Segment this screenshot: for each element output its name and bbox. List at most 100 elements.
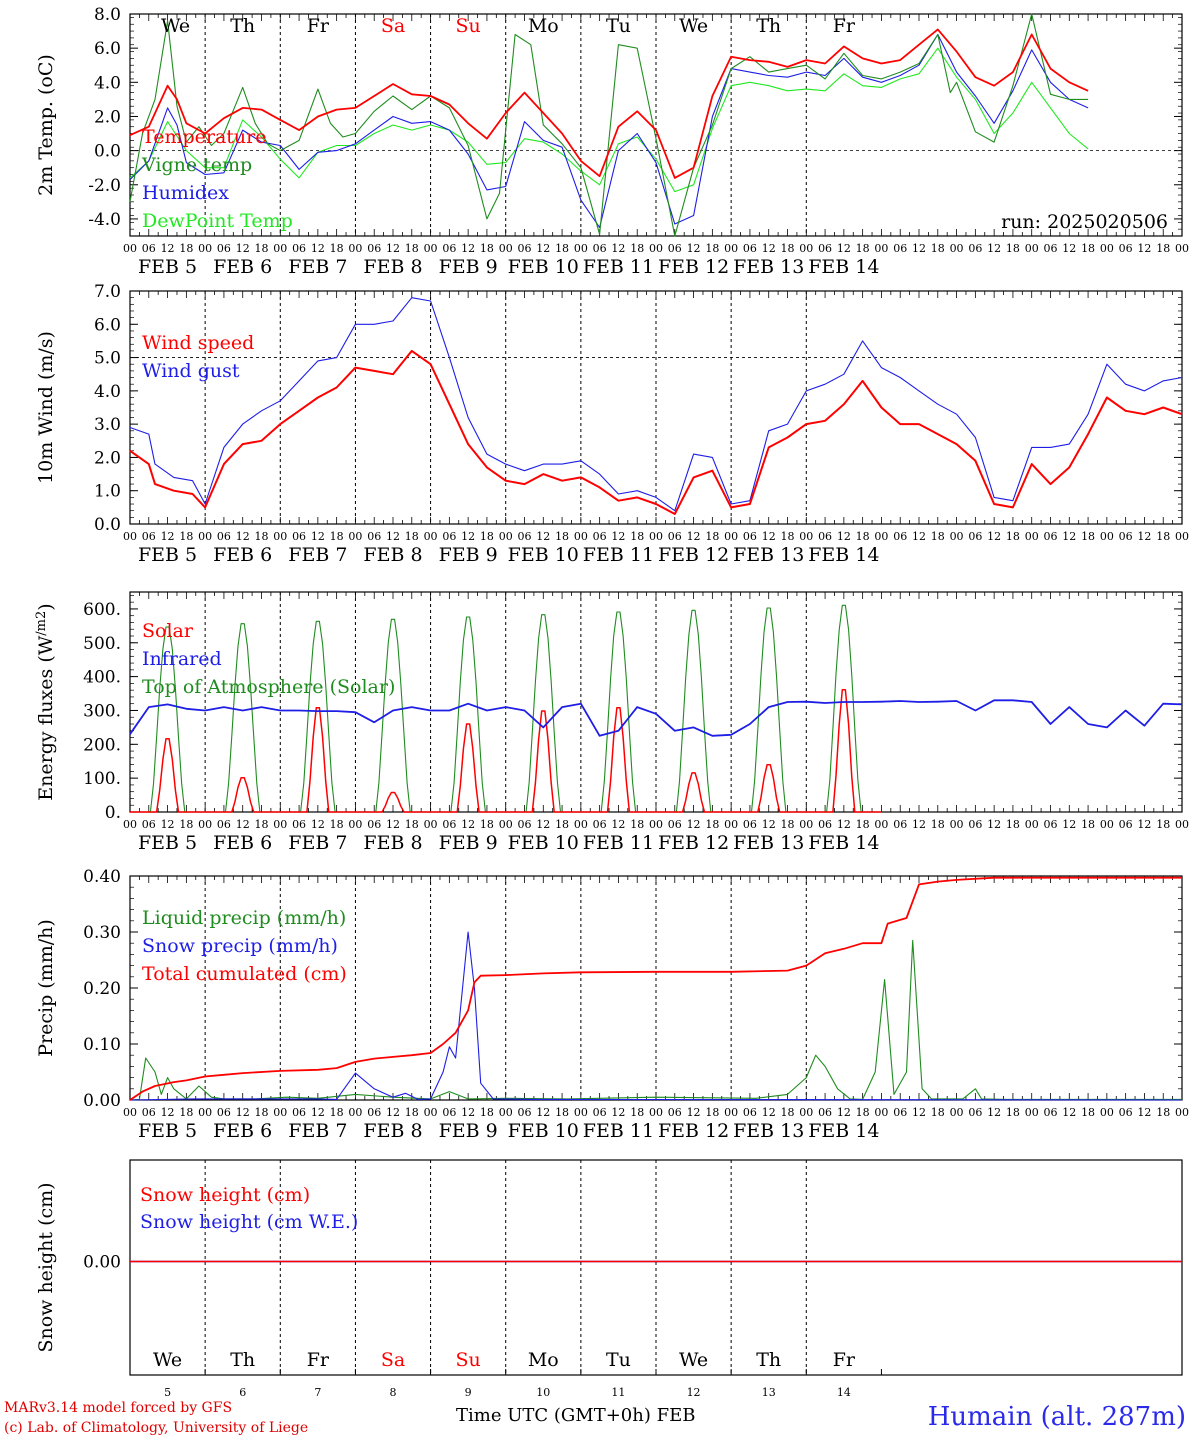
y-axis-label: Snow height (cm) xyxy=(35,1182,57,1352)
x-tick-label: 18 xyxy=(480,1106,494,1119)
x-tick-label: 00 xyxy=(1175,1106,1189,1119)
x-tick-label: 18 xyxy=(1081,818,1095,831)
x-tick-label: 12 xyxy=(386,1106,400,1119)
legend-entry: DewPoint Temp xyxy=(142,210,293,232)
flux-panel: 00 06 12 18 00 06 12 18 00 06 12 18 00 06 12 18 00 06 12 18… xyxy=(34,591,1189,854)
x-tick-label: 06 xyxy=(743,242,757,255)
legend-entry: Total cumulated (cm) xyxy=(142,963,347,985)
x-tick-label: 12 xyxy=(236,530,250,543)
x-date-label: FEB 11 xyxy=(583,256,654,278)
x-tick-label: 06 xyxy=(142,818,156,831)
x-tick-label: 06 xyxy=(1119,530,1133,543)
x-tick-label: 18 xyxy=(705,530,719,543)
y-tick-label: 7.0 xyxy=(94,282,121,302)
x-tick-label: 12 xyxy=(762,818,776,831)
x-date-label: FEB 9 xyxy=(439,832,498,854)
x-tick-label: 18 xyxy=(330,1106,344,1119)
x-tick-label: 06 xyxy=(968,818,982,831)
day-name: Th xyxy=(756,1349,781,1371)
x-tick-label: 06 xyxy=(292,242,306,255)
x-tick-label: 12 xyxy=(461,1106,475,1119)
x-tick-label: 18 xyxy=(555,1106,569,1119)
x-date-label: FEB 13 xyxy=(733,256,804,278)
x-tick-label: 06 xyxy=(818,530,832,543)
x-tick-label: 12 xyxy=(461,530,475,543)
x-date-label: FEB 10 xyxy=(508,256,579,278)
day-number: 8 xyxy=(390,1386,397,1399)
x-tick-label: 18 xyxy=(931,530,945,543)
day-number: 13 xyxy=(762,1386,776,1399)
x-tick-label: 06 xyxy=(893,818,907,831)
day-number: 5 xyxy=(164,1386,171,1399)
y-tick-label: 0.30 xyxy=(83,923,121,943)
y-tick-label: 4.0 xyxy=(94,382,121,402)
x-tick-label: 00 xyxy=(874,530,888,543)
x-tick-label: 18 xyxy=(856,1106,870,1119)
y-tick-label: 4.0 xyxy=(94,73,121,93)
legend-entry: Snow height (cm W.E.) xyxy=(140,1211,358,1233)
x-tick-label: 00 xyxy=(724,530,738,543)
x-tick-label: 06 xyxy=(367,818,381,831)
x-tick-label: 06 xyxy=(367,1106,381,1119)
x-tick-label: 00 xyxy=(1100,530,1114,543)
x-tick-label: 12 xyxy=(161,1106,175,1119)
x-tick-label: 06 xyxy=(217,530,231,543)
x-tick-label: 12 xyxy=(536,1106,550,1119)
x-tick-label: 00 xyxy=(1025,1106,1039,1119)
day-number: 12 xyxy=(687,1386,701,1399)
y-tick-label: -2.0 xyxy=(88,176,121,196)
x-tick-label: 00 xyxy=(1175,242,1189,255)
x-tick-label: 18 xyxy=(330,242,344,255)
x-tick-label: 18 xyxy=(1006,1106,1020,1119)
x-tick-label: 12 xyxy=(762,1106,776,1119)
x-tick-label: 18 xyxy=(630,1106,644,1119)
x-tick-label: 18 xyxy=(405,1106,419,1119)
series-line xyxy=(129,297,1183,512)
x-tick-label: 12 xyxy=(1137,530,1151,543)
x-date-label: FEB 10 xyxy=(508,832,579,854)
y-axis-label: 2m Temp. (oC) xyxy=(35,54,57,196)
x-tick-label: 12 xyxy=(987,530,1001,543)
day-number: 9 xyxy=(465,1386,472,1399)
x-tick-label: 18 xyxy=(480,818,494,831)
x-date-label: FEB 12 xyxy=(658,256,729,278)
x-tick-label: 00 xyxy=(273,1106,287,1119)
legend-entry: Humidex xyxy=(142,182,229,204)
x-tick-label: 00 xyxy=(1025,530,1039,543)
x-tick-label: 18 xyxy=(255,242,269,255)
day-name: Tu xyxy=(606,15,631,37)
x-tick-label: 06 xyxy=(593,242,607,255)
x-tick-label: 00 xyxy=(198,242,212,255)
x-tick-label: 00 xyxy=(649,242,663,255)
legend-entry: Solar xyxy=(142,620,194,642)
x-date-label: FEB 7 xyxy=(288,832,347,854)
x-tick-label: 12 xyxy=(611,242,625,255)
x-tick-label: 12 xyxy=(1137,818,1151,831)
x-tick-label: 12 xyxy=(311,530,325,543)
x-tick-label: 12 xyxy=(161,530,175,543)
x-date-label: FEB 6 xyxy=(213,544,272,566)
x-tick-label: 06 xyxy=(518,1106,532,1119)
x-tick-label: 00 xyxy=(1025,242,1039,255)
x-tick-label: 18 xyxy=(255,1106,269,1119)
y-tick-label: 0.0 xyxy=(94,142,121,162)
x-tick-label: 06 xyxy=(743,818,757,831)
x-tick-label: 00 xyxy=(1175,530,1189,543)
x-tick-label: 06 xyxy=(743,530,757,543)
x-tick-label: 06 xyxy=(142,242,156,255)
x-tick-label: 18 xyxy=(179,818,193,831)
day-name: Fr xyxy=(307,1349,330,1371)
x-tick-label: 00 xyxy=(649,818,663,831)
x-date-label: FEB 13 xyxy=(733,1120,804,1142)
x-tick-label: 06 xyxy=(1044,530,1058,543)
x-tick-label: 06 xyxy=(518,818,532,831)
x-tick-label: 12 xyxy=(611,818,625,831)
y-tick-label: 500. xyxy=(83,634,121,654)
y-tick-label: 300. xyxy=(83,701,121,721)
x-tick-label: 12 xyxy=(611,1106,625,1119)
x-tick-label: 06 xyxy=(367,242,381,255)
day-name: Th xyxy=(230,15,255,37)
x-tick-label: 06 xyxy=(518,530,532,543)
x-tick-label: 12 xyxy=(762,242,776,255)
day-name: Su xyxy=(456,1349,481,1371)
